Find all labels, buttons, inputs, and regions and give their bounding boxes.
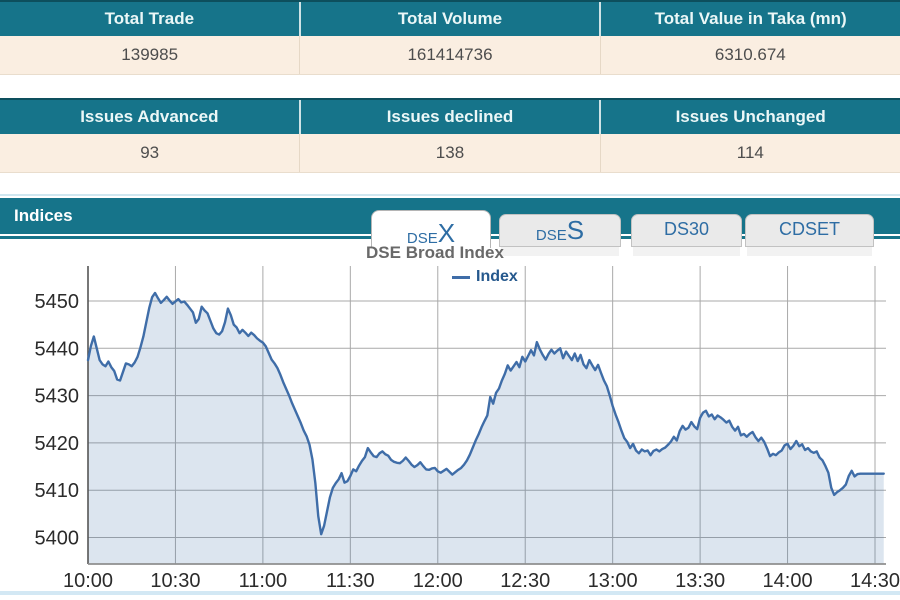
index-line-series xyxy=(86,291,885,536)
summary-header-total-volume: Total Volume xyxy=(298,2,600,36)
x-axis-tick-label: 13:00 xyxy=(588,570,638,592)
summary-value-total-trade: 139985 xyxy=(121,45,179,64)
legend-label: Index xyxy=(476,268,518,285)
tab-dsex-label-big: X xyxy=(437,218,456,248)
issues-value-unchanged: 114 xyxy=(599,134,900,172)
issues-value-advanced: 93 xyxy=(140,143,160,162)
index-area-chart: 5400 5410 5420 5430 5440 5450 10:00 10:30 11:00 1… xyxy=(35,266,900,592)
issues-table-value-row: 93 138 114 xyxy=(0,134,900,173)
issues-table-header-row: Issues Advanced Issues declined Issues U… xyxy=(0,98,900,134)
tab-ds30[interactable]: DS30 xyxy=(631,214,742,247)
chart-title: DSE Broad Index xyxy=(366,243,504,262)
issues-header-advanced: Issues Advanced xyxy=(80,107,219,126)
x-axis-tick-label: 13:30 xyxy=(675,570,725,592)
x-axis-tick-label: 11:00 xyxy=(239,570,288,592)
summary-value-total-value: 6310.674 xyxy=(599,36,900,74)
summary-header-total-value: Total Value in Taka (mn) xyxy=(599,2,900,36)
y-axis-tick-label: 5420 xyxy=(35,433,80,455)
y-axis-tick-label: 5400 xyxy=(35,528,80,550)
tab-dses-label-small: DSE xyxy=(535,227,567,244)
x-axis-tick-label: 14:00 xyxy=(763,570,813,592)
indices-section-title: Indices xyxy=(14,206,73,225)
y-axis-tick-label: 5410 xyxy=(35,480,80,502)
x-axis-tick-label: 10:30 xyxy=(150,570,200,592)
y-axis-tick-label: 5450 xyxy=(35,291,80,313)
tab-cdset-label: CDSET xyxy=(778,219,840,239)
x-axis-tick-label: 14:30 xyxy=(850,570,900,592)
summary-value-total-volume: 161414736 xyxy=(299,36,599,74)
x-axis-tick-label: 12:30 xyxy=(500,570,550,592)
tab-cdset[interactable]: CDSET xyxy=(745,214,874,247)
issues-table: Issues Advanced Issues declined Issues U… xyxy=(0,98,900,173)
y-axis-tick-label: 5430 xyxy=(35,386,80,408)
tab-dses[interactable]: DSE S xyxy=(499,214,621,247)
summary-table-header-row: Total Trade Total Volume Total Value in … xyxy=(0,0,900,36)
legend-item-index[interactable]: Index xyxy=(452,268,518,286)
tab-dsex[interactable]: DSE X xyxy=(371,210,491,248)
section-divider-line xyxy=(0,194,900,196)
summary-table: Total Trade Total Volume Total Value in … xyxy=(0,0,900,75)
tab-cdset-shadow xyxy=(747,247,872,256)
tab-ds30-label: DS30 xyxy=(663,219,710,239)
issues-header-declined: Issues declined xyxy=(298,100,600,134)
x-axis-tick-label: 11:30 xyxy=(326,570,375,592)
x-axis-tick-label: 12:00 xyxy=(413,570,463,592)
bottom-divider xyxy=(0,591,900,595)
summary-header-total-trade: Total Trade xyxy=(104,9,195,28)
legend-dash-icon xyxy=(452,275,470,279)
issues-value-declined: 138 xyxy=(299,134,599,172)
y-axis-tick-label: 5440 xyxy=(35,338,80,360)
tab-dses-shadow xyxy=(501,247,619,256)
issues-header-unchanged: Issues Unchanged xyxy=(599,100,900,134)
tab-dses-label-big: S xyxy=(566,215,585,245)
summary-table-value-row: 139985 161414736 6310.674 xyxy=(0,36,900,75)
x-axis-tick-label: 10:00 xyxy=(63,570,113,592)
tab-ds30-shadow xyxy=(633,247,740,256)
index-area-fill xyxy=(88,292,884,564)
tab-dsex-label-small: DSE xyxy=(406,230,438,247)
